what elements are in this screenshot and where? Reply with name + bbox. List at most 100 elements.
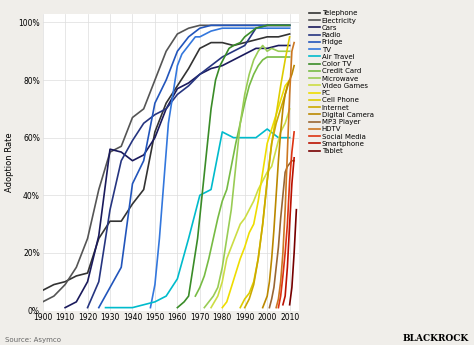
Color TV: [181, 300, 187, 304]
Internet: [273, 121, 279, 125]
HDTV: [289, 49, 295, 53]
Line: MP3 Player: MP3 Player: [269, 161, 294, 308]
Y-axis label: Adoption Rate: Adoption Rate: [5, 132, 14, 192]
Fridge: [118, 265, 124, 269]
PC: [242, 245, 247, 249]
Air Travel: [152, 300, 158, 304]
Cell Phone: [264, 179, 270, 183]
Fridge: [264, 23, 270, 27]
Cars: [253, 46, 259, 50]
TV: [188, 40, 194, 45]
Digital Camera: [275, 159, 281, 163]
TV: [231, 26, 237, 30]
Credit Card: [210, 236, 216, 240]
Microwave: [219, 265, 225, 269]
Color TV: [226, 46, 232, 50]
HDTV: [283, 208, 288, 212]
MP3 Player: [287, 161, 292, 166]
Electricity: [275, 23, 281, 27]
Cars: [107, 147, 113, 151]
Radio: [141, 121, 146, 125]
PC: [278, 98, 283, 102]
Internet: [251, 283, 256, 287]
Radio: [219, 55, 225, 59]
Smartphone: [280, 303, 286, 307]
MP3 Player: [292, 159, 297, 163]
Air Travel: [264, 127, 270, 131]
Fridge: [107, 285, 113, 289]
Internet: [278, 107, 283, 111]
Fridge: [231, 23, 237, 27]
Telephone: [186, 67, 191, 71]
HDTV: [278, 280, 283, 284]
Fridge: [242, 23, 247, 27]
Cars: [242, 52, 247, 56]
Social Media: [278, 294, 283, 298]
Video Games: [251, 199, 256, 203]
Air Travel: [186, 236, 191, 240]
Video Games: [283, 121, 288, 125]
Radio: [186, 84, 191, 88]
Color TV: [242, 35, 247, 39]
Digital Camera: [289, 72, 295, 76]
Credit Card: [242, 101, 247, 105]
Smartphone: [287, 222, 292, 226]
Radio: [129, 138, 135, 142]
Credit Card: [197, 285, 203, 289]
Electricity: [242, 23, 247, 27]
Line: Fridge: Fridge: [99, 25, 290, 308]
Cell Phone: [251, 280, 256, 284]
PC: [273, 112, 279, 117]
Tablet: [289, 285, 295, 289]
Color TV: [174, 306, 180, 310]
Cars: [275, 43, 281, 48]
PC: [287, 78, 292, 82]
Line: Social Media: Social Media: [278, 132, 294, 308]
Video Games: [273, 147, 279, 151]
TV: [170, 92, 176, 97]
Digital Camera: [273, 193, 279, 197]
Line: Video Games: Video Games: [211, 109, 290, 308]
Cell Phone: [287, 35, 292, 39]
PC: [260, 170, 265, 174]
PC: [264, 141, 270, 146]
Electricity: [51, 294, 57, 298]
Air Travel: [253, 136, 259, 140]
Fridge: [96, 306, 101, 310]
Social Media: [280, 274, 286, 278]
MP3 Player: [284, 165, 290, 169]
Credit Card: [255, 63, 261, 68]
TV: [152, 283, 158, 287]
Digital Camera: [284, 84, 290, 88]
Cell Phone: [273, 112, 279, 117]
Credit Card: [275, 55, 281, 59]
Cell Phone: [255, 257, 261, 261]
Telephone: [197, 46, 203, 50]
Line: Tablet: Tablet: [290, 210, 296, 305]
TV: [242, 26, 247, 30]
Digital Camera: [269, 257, 274, 261]
Video Games: [260, 179, 265, 183]
Cell Phone: [246, 291, 252, 295]
Telephone: [275, 35, 281, 39]
Air Travel: [174, 277, 180, 281]
Cars: [85, 280, 91, 284]
Line: Air Travel: Air Travel: [106, 129, 290, 308]
Line: TV: TV: [150, 28, 290, 308]
Electricity: [62, 283, 68, 287]
Video Games: [219, 280, 225, 284]
TV: [192, 35, 198, 39]
Microwave: [264, 49, 270, 53]
Cars: [287, 43, 292, 48]
Video Games: [246, 208, 252, 212]
Video Games: [242, 216, 247, 220]
Electricity: [231, 23, 237, 27]
Color TV: [253, 26, 259, 30]
Telephone: [152, 130, 158, 134]
Video Games: [208, 306, 214, 310]
Electricity: [164, 49, 169, 53]
Electricity: [186, 26, 191, 30]
Credit Card: [233, 141, 238, 146]
Radio: [118, 159, 124, 163]
MP3 Player: [269, 297, 274, 301]
